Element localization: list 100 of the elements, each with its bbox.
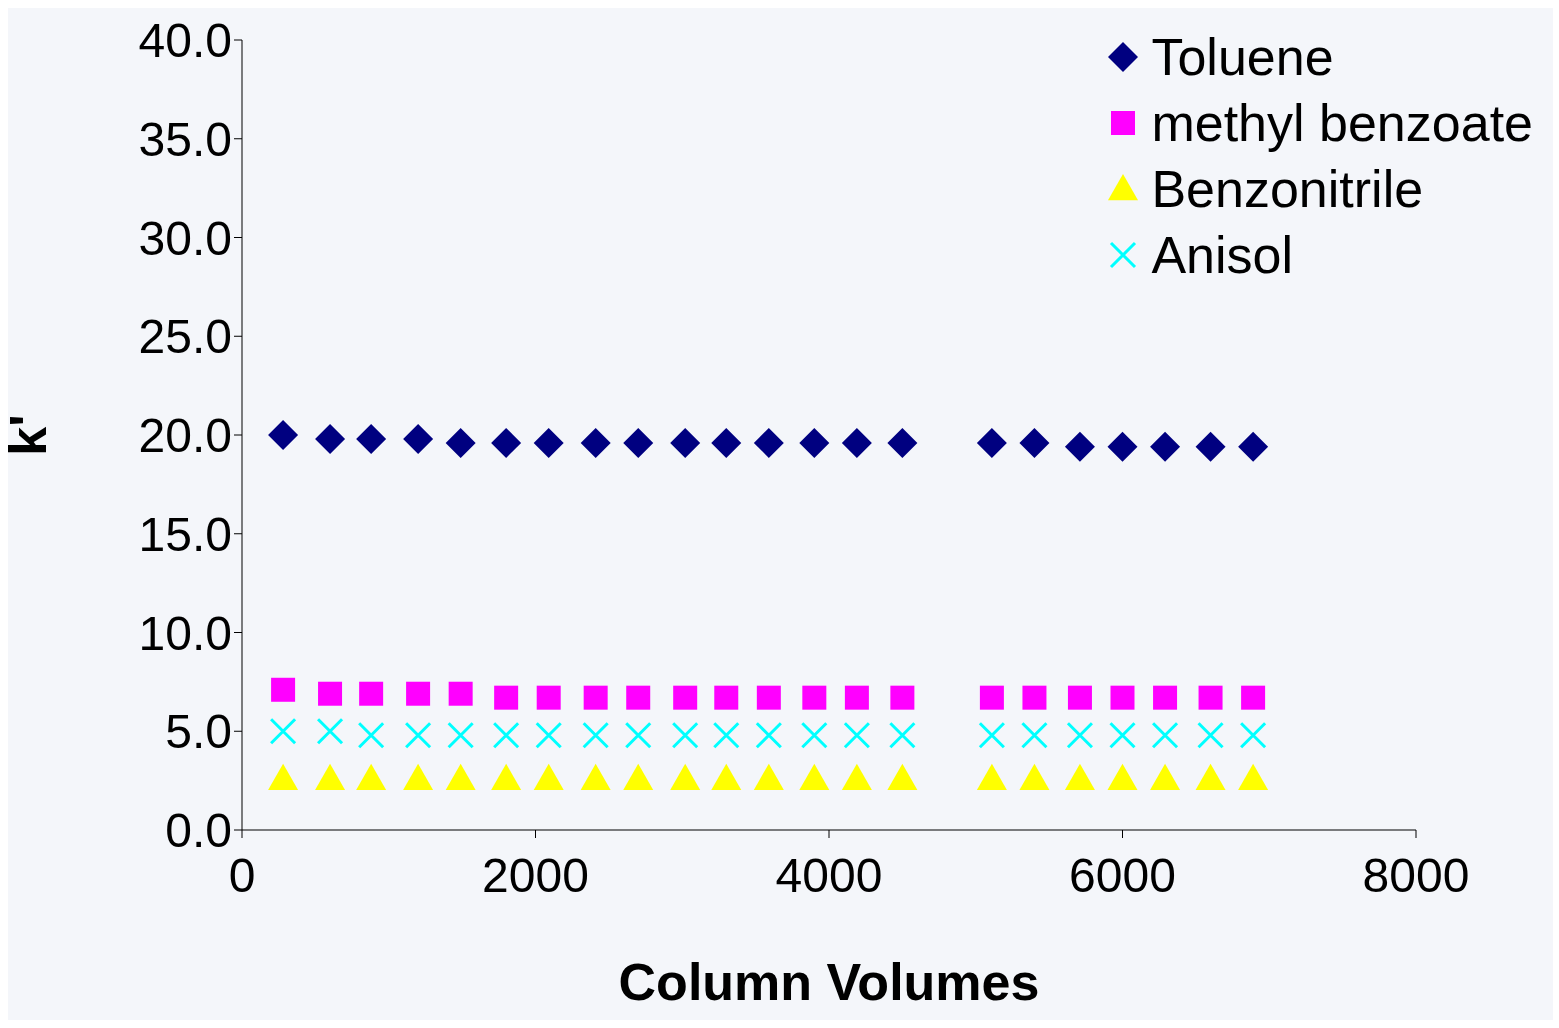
point <box>404 721 432 749</box>
y-tick-label: 35.0 <box>138 112 232 166</box>
point <box>755 721 783 749</box>
point <box>315 763 346 790</box>
point <box>1239 721 1267 749</box>
point <box>406 681 431 706</box>
point <box>536 685 561 710</box>
point <box>535 721 563 749</box>
y-tick-label: 5.0 <box>165 705 232 759</box>
point <box>888 721 916 749</box>
point <box>1150 763 1181 790</box>
point <box>580 763 611 790</box>
point <box>887 427 918 458</box>
x-tick-label: 8000 <box>1362 849 1470 903</box>
point <box>533 763 564 790</box>
point <box>494 685 519 710</box>
legend-label: Anisol <box>1151 225 1294 286</box>
point <box>844 685 869 710</box>
point <box>976 427 1007 458</box>
point <box>1020 721 1048 749</box>
point <box>1150 431 1181 462</box>
point <box>799 427 830 458</box>
point <box>403 763 434 790</box>
point <box>1110 685 1135 710</box>
point <box>356 423 387 454</box>
point <box>318 681 343 706</box>
point <box>714 685 739 710</box>
point <box>978 721 1006 749</box>
legend-label: Benzonitrile <box>1151 159 1424 220</box>
point <box>843 721 871 749</box>
x-tick-label: 6000 <box>1069 849 1176 903</box>
point <box>1107 431 1138 462</box>
point <box>445 427 476 458</box>
point <box>1153 685 1178 710</box>
legend-label: methyl benzoate <box>1151 93 1533 154</box>
point <box>670 427 701 458</box>
point <box>268 420 299 450</box>
point <box>492 721 520 749</box>
point <box>753 427 784 458</box>
point <box>890 685 915 710</box>
point <box>979 685 1004 710</box>
point <box>269 717 297 745</box>
point <box>533 427 564 458</box>
point <box>491 763 522 790</box>
point <box>799 763 830 790</box>
point <box>357 721 385 749</box>
point <box>1195 431 1226 462</box>
point <box>491 427 522 458</box>
point <box>711 763 742 790</box>
point <box>447 721 475 749</box>
point <box>800 721 828 749</box>
x-axis-title: Column Volumes <box>618 953 1040 1011</box>
point <box>315 423 346 454</box>
point <box>753 763 784 790</box>
point <box>623 763 654 790</box>
point <box>1238 431 1269 462</box>
point <box>1066 721 1094 749</box>
point <box>841 763 872 790</box>
point <box>271 677 296 702</box>
y-tick-label: 10.0 <box>138 606 232 660</box>
point <box>1151 721 1179 749</box>
y-tick-label: 30.0 <box>138 211 232 265</box>
point <box>582 721 610 749</box>
point <box>316 717 344 745</box>
point <box>670 763 701 790</box>
y-tick-label: 25.0 <box>138 310 232 364</box>
point <box>583 685 608 710</box>
point <box>841 427 872 458</box>
legend-label: Toluene <box>1151 27 1334 88</box>
point <box>1197 721 1225 749</box>
point <box>673 685 698 710</box>
point <box>626 685 651 710</box>
y-tick-label: 40.0 <box>138 14 232 68</box>
x-tick-label: 2000 <box>482 849 589 903</box>
point <box>359 681 384 706</box>
point <box>1064 763 1095 790</box>
x-tick-label: 4000 <box>775 849 883 903</box>
point <box>887 763 918 790</box>
point <box>623 427 654 458</box>
point <box>802 685 827 710</box>
point <box>1241 685 1266 710</box>
point <box>1019 763 1050 790</box>
point <box>756 685 781 710</box>
point <box>624 721 652 749</box>
point <box>1022 685 1047 710</box>
point <box>711 427 742 458</box>
point <box>580 427 611 458</box>
point <box>1064 431 1095 462</box>
point <box>712 721 740 749</box>
point <box>268 763 299 790</box>
point <box>403 423 434 454</box>
point <box>1019 427 1050 458</box>
point <box>976 763 1007 790</box>
point <box>1107 763 1138 790</box>
point <box>1238 763 1269 790</box>
y-axis-title: k' <box>0 414 58 456</box>
point <box>1067 685 1092 710</box>
point <box>445 763 476 790</box>
point <box>1195 763 1226 790</box>
point <box>1109 721 1136 749</box>
